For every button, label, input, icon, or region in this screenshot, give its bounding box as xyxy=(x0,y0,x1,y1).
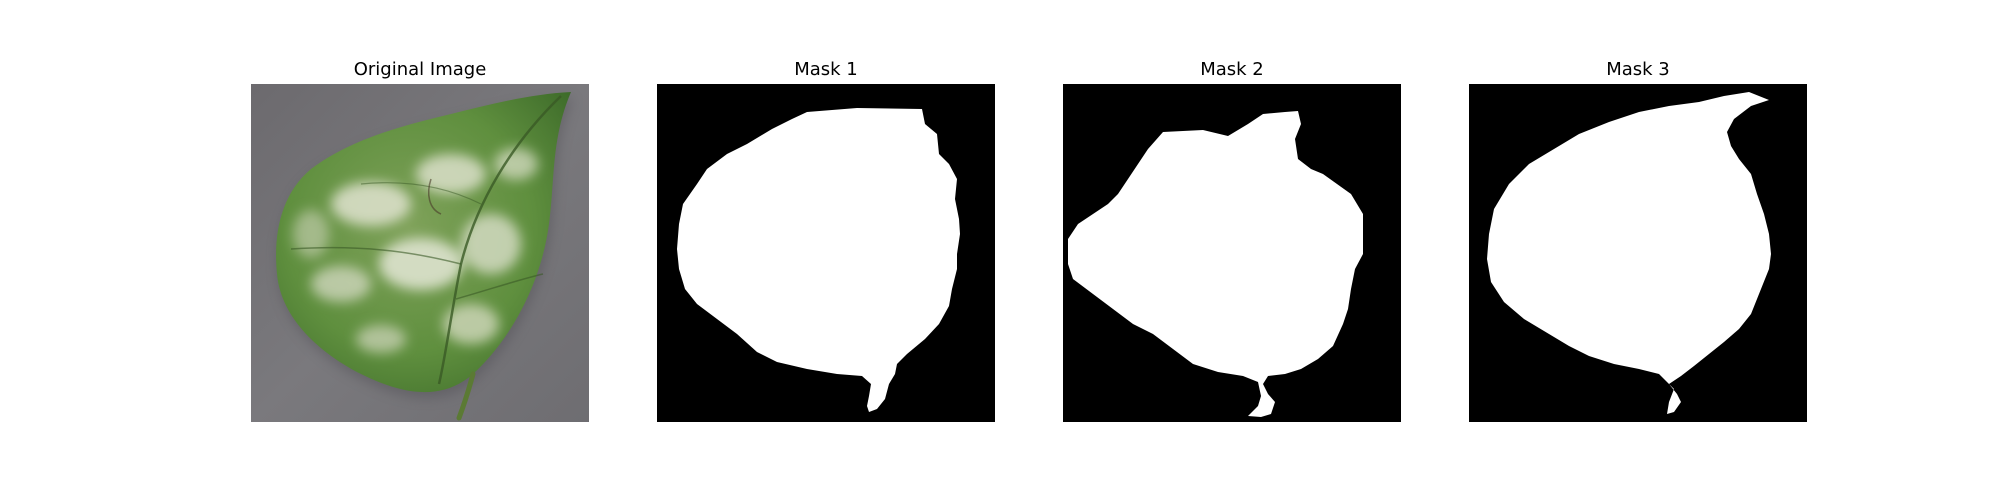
panel-title: Mask 3 xyxy=(1606,59,1670,80)
panel-mask-2: Mask 2 xyxy=(1063,58,1401,424)
panel-mask-3: Mask 3 xyxy=(1469,58,1807,424)
panel-title: Mask 2 xyxy=(1200,59,1264,80)
panel-title: Mask 1 xyxy=(794,59,858,80)
panel-mask-1: Mask 1 xyxy=(657,58,995,424)
mask-3-image xyxy=(1469,84,1807,422)
panel-title: Original Image xyxy=(353,59,487,80)
panel-original-image: Original Image xyxy=(251,58,589,424)
mask-1-image xyxy=(657,84,995,422)
mask-2-image xyxy=(1063,84,1401,422)
leaf-photo xyxy=(251,84,589,422)
